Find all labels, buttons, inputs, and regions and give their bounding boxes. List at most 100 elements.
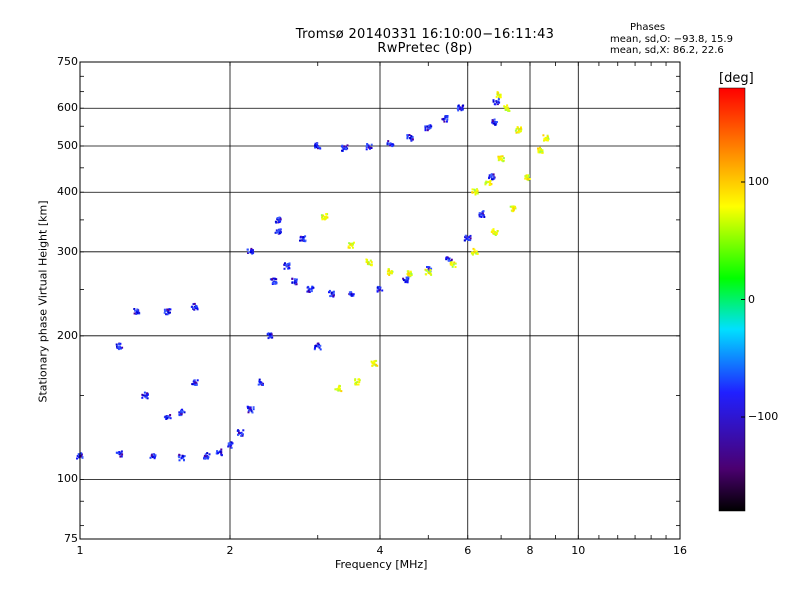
data-point [525,174,528,177]
data-point [238,431,240,434]
data-point [288,262,291,265]
data-point [328,291,330,294]
data-point [378,289,380,292]
data-point [272,277,275,280]
data-point [269,333,271,336]
data-point [389,144,391,147]
data-point [230,446,233,449]
data-point [230,441,233,444]
data-point [164,308,167,311]
y-axis-label: Stationary phase Virtual Height [km] [36,200,50,403]
data-point [467,239,470,241]
data-point [515,128,518,130]
data-point [183,455,186,458]
data-point [294,279,297,282]
data-point [352,243,354,246]
data-point [340,390,343,393]
x-tick-label: 1 [76,544,84,557]
data-point [474,189,476,192]
data-point [116,345,118,348]
data-point [392,143,395,146]
data-point [324,217,327,220]
data-point [426,125,429,128]
data-point [121,346,124,349]
data-point [317,342,320,345]
data-point [446,118,449,121]
data-point [166,313,169,316]
data-point [308,287,311,290]
data-point [406,137,409,140]
data-point [453,261,456,264]
data-point [279,231,282,234]
data-point [365,148,368,151]
data-point [542,134,545,137]
data-point [293,278,296,281]
data-point [242,429,245,432]
data-point [310,290,313,293]
data-point [471,188,474,191]
data-point [133,308,136,310]
data-point [369,259,372,262]
data-point [484,182,487,185]
colorbar-tick-label: 100 [748,175,769,188]
data-point [183,411,186,414]
data-point [271,278,273,281]
data-point [445,120,448,123]
data-point [543,137,546,140]
data-point [196,379,199,382]
data-point [220,448,223,451]
data-point [387,268,390,271]
data-point [154,454,157,457]
data-point [275,231,278,234]
data-point [425,273,428,276]
data-point [251,251,254,253]
data-point [317,147,319,150]
data-point [192,307,195,310]
data-point [163,311,166,314]
data-point [391,145,394,148]
data-point [337,389,340,392]
data-point [167,309,170,312]
data-point [300,239,303,242]
data-point [370,360,373,363]
data-point [356,381,359,383]
data-point [407,272,410,275]
data-point [475,250,478,253]
data-point [428,127,431,130]
data-point [304,239,307,242]
data-point [284,262,286,265]
data-point [146,393,149,396]
data-point [495,231,498,234]
data-point [196,307,199,310]
data-point [299,236,302,239]
x-axis-label: Frequency [MHz] [335,558,428,571]
data-point [408,134,411,136]
data-point [219,450,222,453]
data-point [488,174,491,177]
data-point [492,173,495,176]
data-point [183,459,185,462]
data-point [519,130,522,133]
data-point [370,264,373,267]
data-point [302,238,305,241]
data-point [274,281,277,283]
data-point [193,308,196,311]
data-point [141,396,144,399]
data-point [480,216,483,218]
data-point [496,230,499,233]
data-point [489,180,491,183]
data-point [496,103,499,106]
x-tick-label: 2 [226,544,234,557]
data-point [447,258,450,261]
data-point [307,290,310,293]
data-point [150,454,153,457]
data-point [191,305,194,308]
data-point [387,143,390,146]
data-point [317,344,320,347]
data-point [366,143,369,145]
data-point [541,151,544,154]
data-point [458,107,461,110]
data-point [316,142,319,145]
data-point [321,218,324,221]
data-point [120,450,123,453]
